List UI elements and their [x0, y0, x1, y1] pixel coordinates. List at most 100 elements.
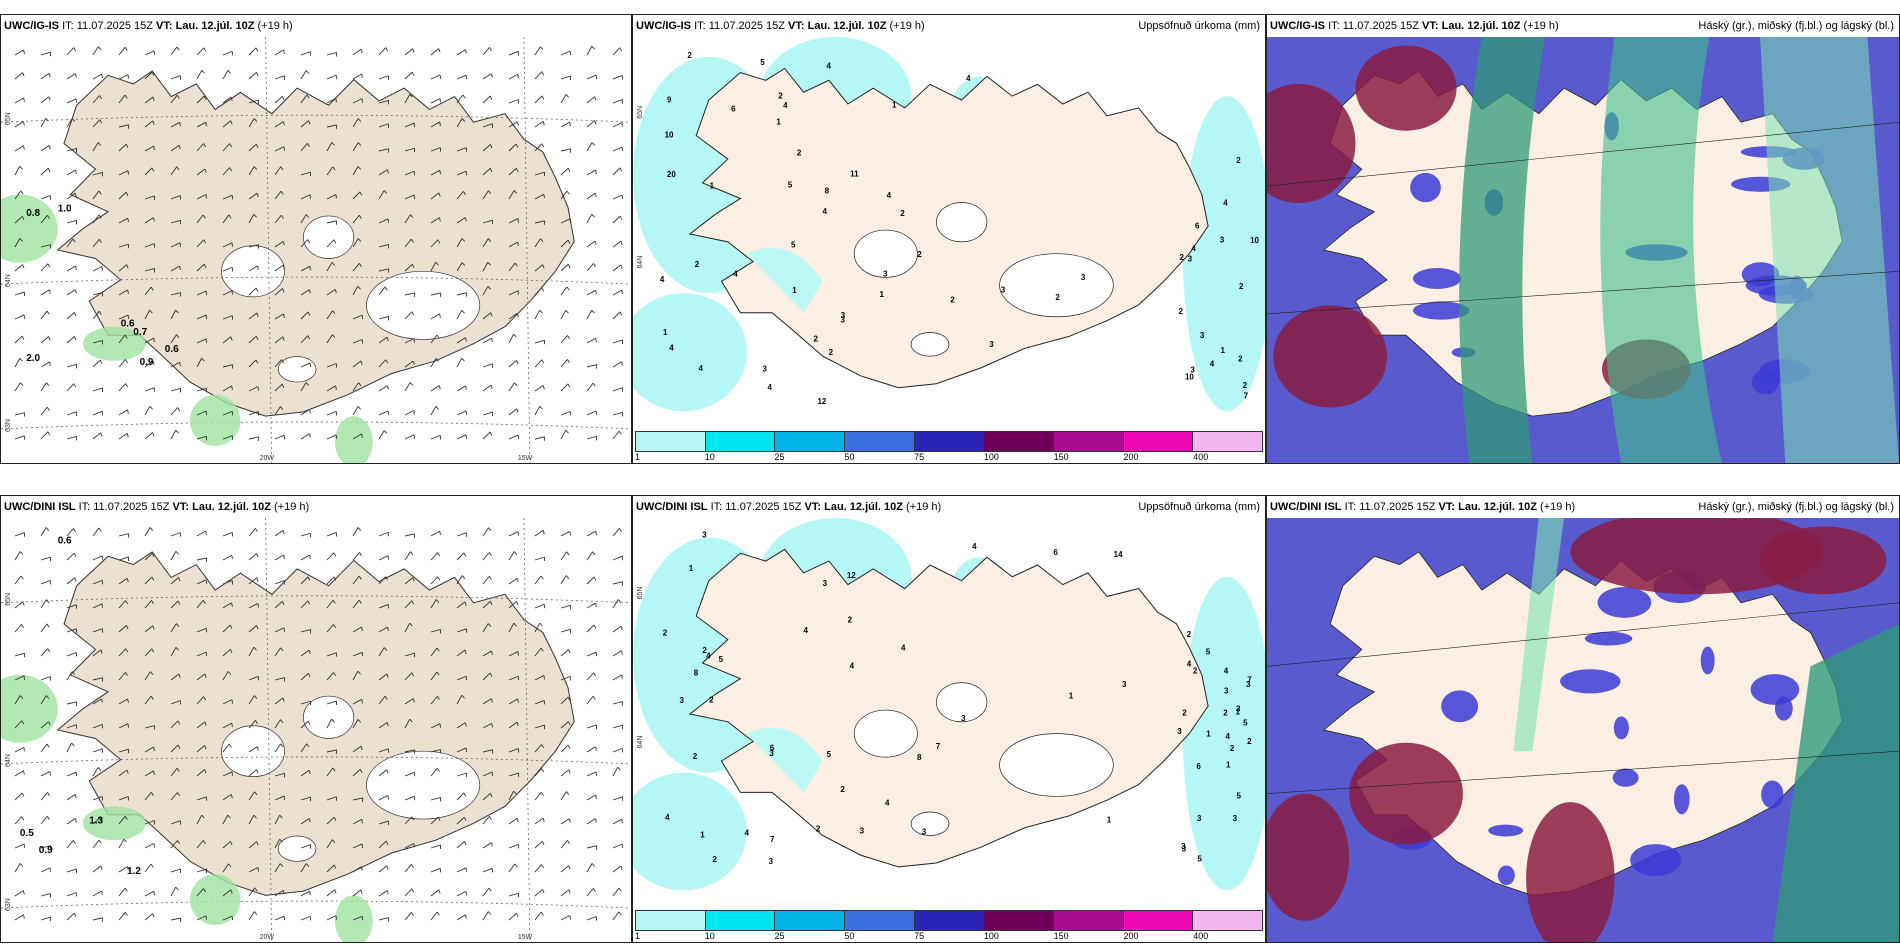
- wind-barb: [430, 74, 441, 80]
- wind-barb: [14, 695, 21, 705]
- wind-barb: [560, 383, 569, 392]
- wind-barb: [534, 359, 543, 368]
- wind-barb-flag: [490, 601, 493, 606]
- wind-barb: [248, 528, 256, 537]
- precip-map[interactable]: 1 2 3 1 2 3 4 5 1 2 2 10 11 12 4 1 3 3 2 4 5 10 2 20 6 2 4 7 3 2 4 6 4 4 2…: [633, 37, 1265, 431]
- wind-map[interactable]: 0.8 1.0 0.6 0.7 0.6 0.9 2.0 65N 64N 63N 20W 15W: [1, 36, 631, 463]
- low-cloud-patch: [1774, 696, 1793, 721]
- precip-value-label: 20: [667, 170, 676, 179]
- wind-barb-flag: [387, 626, 389, 632]
- legend-swatch: [636, 911, 706, 930]
- cloud-map-panel-bottom: UWC/DINI ISL IT: 11.07.2025 15Z VT: Lau.…: [1266, 495, 1900, 943]
- wind-barb: [144, 695, 152, 705]
- wind-map[interactable]: 0.6 1.3 0.5 0.9 1.2 65N 64N 63N 20W 15W: [1, 517, 631, 942]
- wind-barb-flag: [621, 674, 623, 679]
- wind-barb: [196, 599, 204, 609]
- wind-barb: [560, 121, 570, 128]
- wind-barb: [170, 292, 181, 296]
- wind-barb-flag: [124, 334, 128, 339]
- precip-value-label: 6: [1195, 222, 1200, 231]
- wind-barb: [508, 190, 515, 200]
- wind-barb: [534, 309, 541, 320]
- wind-barb-flag: [255, 720, 258, 725]
- wind-barb: [560, 94, 567, 104]
- glacier: [277, 835, 317, 862]
- wind-barb: [144, 843, 155, 849]
- wind-barb: [560, 309, 567, 320]
- glacier: [277, 356, 317, 383]
- wind-value-label: 0.6: [58, 535, 72, 546]
- wind-barb-flag: [282, 288, 285, 293]
- wind-barb-flag: [620, 865, 623, 870]
- wind-barb: [66, 793, 76, 801]
- wind-barb-flag: [592, 382, 596, 387]
- wind-barb-flag: [516, 313, 519, 318]
- wind-barb-flag: [569, 915, 571, 920]
- wind-barb: [144, 770, 154, 777]
- wind-barb-flag: [45, 527, 50, 531]
- wind-barb: [326, 749, 337, 753]
- mid-cloud-patch: [1267, 83, 1356, 204]
- precip-legend: 1 10 25 50 75 100 150 200 400: [633, 431, 1265, 463]
- cloud-map[interactable]: [1267, 37, 1899, 463]
- legend-label: 25: [774, 931, 785, 941]
- wind-barb-flag: [125, 143, 129, 148]
- cloud-map[interactable]: [1267, 509, 1899, 942]
- wind-barb: [326, 363, 337, 368]
- wind-value-label: 0.7: [133, 327, 147, 338]
- wind-barb: [170, 700, 181, 705]
- wind-barb: [170, 195, 181, 200]
- legend-label: 10: [704, 452, 715, 462]
- wind-barb: [14, 412, 25, 416]
- glacier: [853, 709, 918, 758]
- wind-barb: [274, 890, 284, 897]
- gust-patch: [1, 194, 58, 263]
- panel-header: UWC/DINI ISL IT: 11.07.2025 15Z VT: Lau.…: [633, 496, 1265, 518]
- wind-barb-flag: [255, 47, 259, 52]
- wind-barb-flag: [594, 240, 597, 245]
- wind-barb-flag: [309, 433, 311, 438]
- wind-barb: [456, 217, 466, 224]
- wind-barb: [508, 721, 518, 729]
- wind-barb-flag: [618, 911, 622, 916]
- wind-barb: [534, 575, 542, 585]
- wind-barb-flag: [543, 194, 545, 199]
- precip-value-label: 3: [702, 530, 707, 539]
- wind-barb-flag: [255, 528, 258, 532]
- wind-barb: [66, 577, 76, 585]
- wind-barb-flag: [385, 576, 389, 581]
- precip-area: [1182, 576, 1265, 891]
- wind-barb-flag: [591, 213, 595, 218]
- wind-barb-flag: [175, 646, 179, 651]
- wind-barb-flag: [282, 697, 285, 702]
- wind-barb: [274, 121, 284, 128]
- wind-barb: [170, 219, 181, 224]
- wind-barb: [612, 215, 621, 224]
- wind-barb-flag: [465, 891, 467, 896]
- wind-barb: [586, 142, 593, 152]
- wind-barb: [222, 120, 232, 128]
- model-name: UWC/DINI ISL: [636, 501, 708, 513]
- wind-barb: [14, 190, 22, 200]
- wind-barb: [300, 382, 307, 392]
- precip-map[interactable]: 3 4 1 5 4 3 12 8 7 3 2 6 7 8 4 1 5 2 6 14 2 2 3 3 3 3 4 3 2 4 2 1 2 3 3 2 4 1…: [633, 518, 1265, 910]
- legend-label: 400: [1193, 452, 1209, 462]
- wind-barb: [586, 240, 596, 248]
- precip-value-label: 2: [1055, 293, 1060, 302]
- wind-barb-flag: [47, 167, 51, 172]
- precip-value-label: 5: [1243, 718, 1248, 727]
- wind-barb-flag: [127, 409, 129, 414]
- init-time: IT: 11.07.2025 15Z: [62, 20, 153, 32]
- wind-barb-flag: [513, 790, 517, 795]
- precip-area: [633, 293, 747, 412]
- wind-barb-flag: [541, 359, 545, 364]
- wind-barb-flag: [279, 838, 283, 843]
- wind-barb-flag: [334, 889, 337, 894]
- wind-barb: [586, 576, 595, 585]
- precip-value-label: 3: [840, 315, 845, 324]
- wind-barb-flag: [361, 626, 363, 632]
- wind-barb: [170, 917, 181, 921]
- wind-barb-flag: [387, 169, 389, 174]
- wind-barb: [378, 218, 389, 224]
- gust-patch: [82, 806, 146, 841]
